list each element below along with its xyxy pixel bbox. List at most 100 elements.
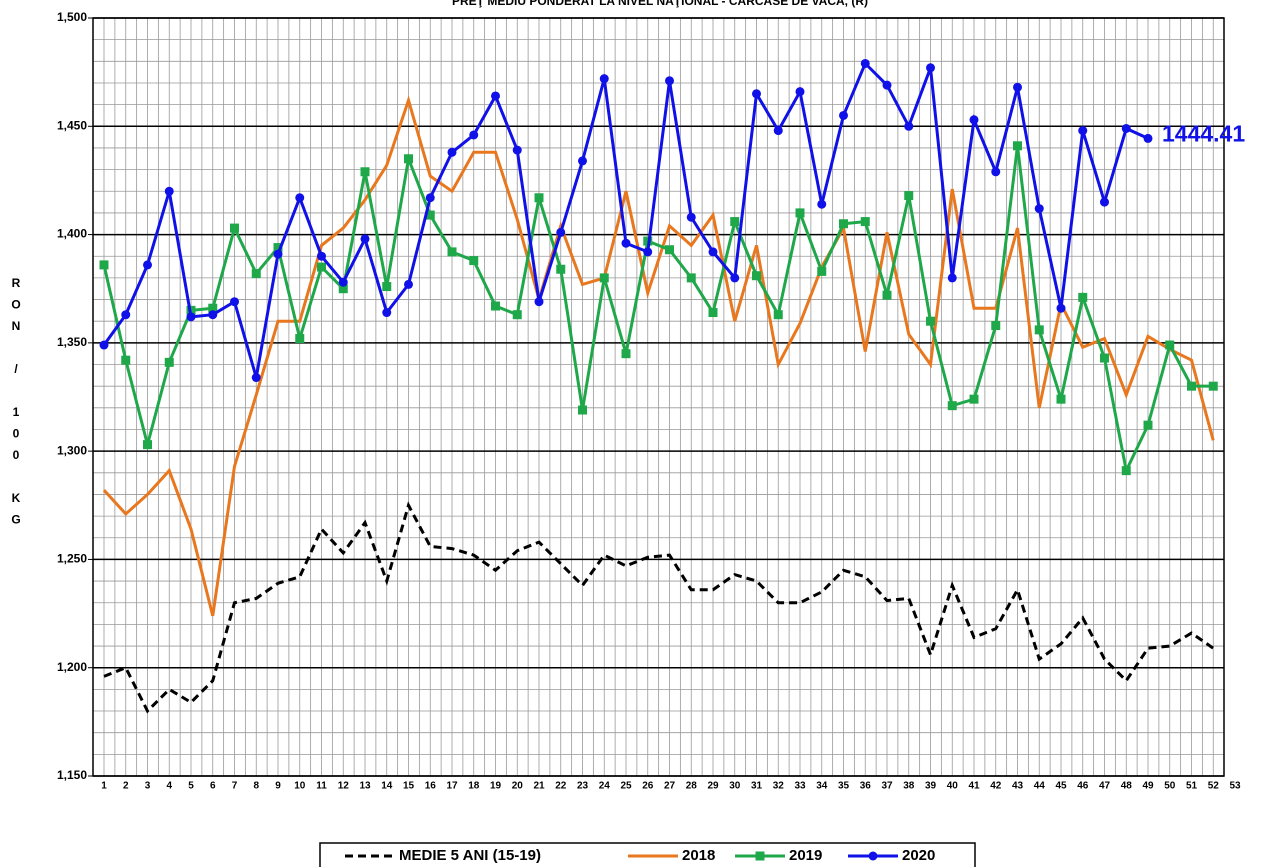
x-tick-label: 10 [294, 781, 306, 792]
point [338, 284, 348, 294]
x-tick-label: 19 [490, 781, 502, 792]
point [143, 260, 152, 270]
x-tick-label: 42 [990, 781, 1002, 792]
legend: MEDIE 5 ANI (15-19) 2018 2019 2020 [319, 842, 976, 867]
x-tick-label: 9 [275, 781, 281, 792]
data-label: 1444.41 [1162, 120, 1245, 146]
point [469, 130, 479, 140]
point [317, 251, 326, 261]
point [730, 273, 740, 283]
x-tick-label: 13 [359, 781, 371, 792]
point [1100, 353, 1109, 363]
point [991, 321, 1001, 331]
point [164, 357, 174, 367]
point [425, 193, 435, 203]
x-tick-label: 53 [1229, 781, 1241, 792]
point [230, 297, 239, 307]
x-tick-label: 8 [253, 781, 259, 792]
point [1100, 197, 1109, 207]
x-tick-label: 29 [707, 781, 719, 792]
x-tick-label: 12 [338, 781, 350, 792]
point [686, 273, 696, 283]
x-tick-label: 6 [210, 781, 216, 792]
legend-label: 2019 [789, 847, 822, 864]
point [1056, 303, 1066, 313]
point [208, 303, 218, 313]
point [382, 308, 392, 318]
point [991, 167, 1001, 177]
x-tick-label: 5 [188, 781, 194, 792]
x-tick-label: 35 [838, 781, 850, 792]
point [1078, 126, 1088, 136]
point [817, 266, 827, 276]
x-tick-label: 3 [145, 781, 151, 792]
point [1165, 340, 1175, 350]
point [860, 217, 870, 227]
point [230, 223, 239, 233]
x-tick-label: 41 [968, 781, 980, 792]
x-tick-label: 17 [446, 781, 458, 792]
point [708, 247, 718, 257]
point [773, 126, 783, 136]
x-tick-label: 45 [1055, 781, 1067, 792]
point [860, 58, 870, 68]
x-tick-label: 48 [1121, 781, 1133, 792]
point [752, 271, 761, 281]
point [295, 193, 305, 203]
x-tick-label: 50 [1164, 781, 1176, 792]
x-tick-label: 43 [1012, 781, 1024, 792]
point [1013, 141, 1022, 151]
x-tick-label: 18 [468, 781, 480, 792]
point [1143, 133, 1153, 143]
point [491, 91, 500, 101]
x-tick-label: 34 [816, 781, 828, 792]
x-tick-label: 11 [316, 781, 327, 792]
y-tick-label: 1,150 [57, 768, 87, 782]
x-tick-label: 52 [1208, 781, 1220, 792]
point [621, 238, 631, 248]
point [317, 262, 326, 272]
x-tick-label: 38 [903, 781, 915, 792]
point [599, 74, 609, 84]
legend-label: 2018 [682, 847, 715, 864]
x-tick-label: 20 [512, 781, 524, 792]
point [1143, 420, 1153, 430]
x-tick-label: 26 [642, 781, 654, 792]
point [447, 147, 457, 157]
point [1208, 381, 1218, 391]
point [121, 355, 131, 365]
point [947, 273, 957, 283]
point [404, 279, 413, 289]
x-tick-label: 40 [947, 781, 959, 792]
point [556, 264, 566, 274]
point [338, 277, 348, 287]
point [534, 297, 544, 307]
x-tick-label: 36 [860, 781, 872, 792]
x-tick-label: 46 [1077, 781, 1089, 792]
x-tick-label: 39 [925, 781, 937, 792]
point [295, 334, 305, 344]
x-tick-label: 22 [555, 781, 567, 792]
x-tick-label: 21 [533, 781, 545, 792]
legend-label: 2020 [902, 847, 935, 864]
x-tick-label: 33 [794, 781, 806, 792]
point [164, 186, 174, 196]
point [1056, 394, 1066, 404]
point [578, 156, 587, 166]
point [143, 440, 152, 450]
series-line [102, 145, 1214, 476]
y-tick-label: 1,400 [57, 227, 87, 241]
point [447, 247, 457, 257]
point [469, 256, 479, 266]
point [1034, 204, 1044, 214]
x-tick-label: 15 [403, 781, 415, 792]
x-tick-label: 32 [773, 781, 785, 792]
point [926, 316, 935, 326]
point [1121, 123, 1131, 133]
point [882, 290, 892, 300]
x-tick-label: 23 [577, 781, 589, 792]
point [360, 234, 370, 244]
legend-label: MEDIE 5 ANI (15-19) [399, 847, 541, 864]
x-tick-label: 37 [881, 781, 893, 792]
point [969, 115, 979, 125]
